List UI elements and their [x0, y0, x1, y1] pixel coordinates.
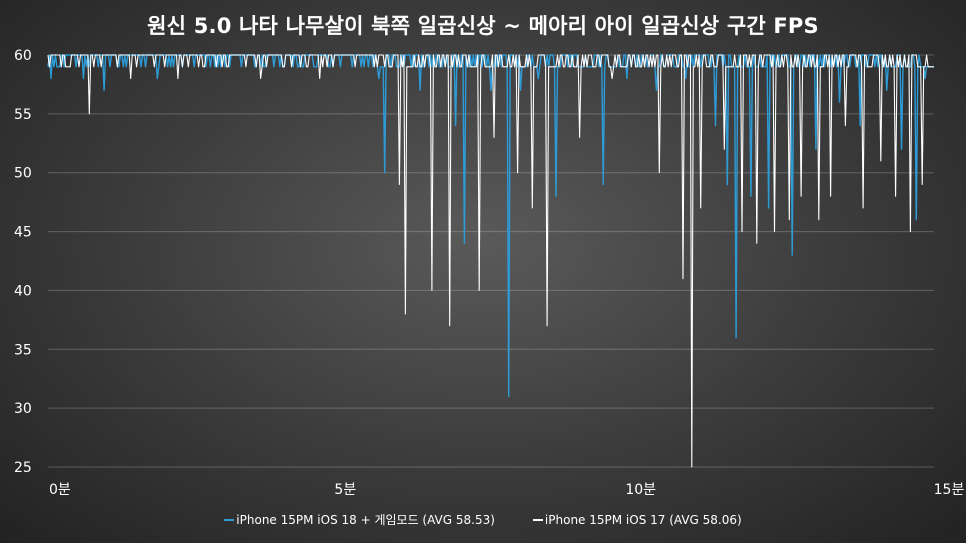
x-tick-label: 0분: [49, 482, 71, 498]
series-line-ios18: [47, 54, 934, 398]
legend-label-ios17: iPhone 15PM iOS 17 (AVG 58.06): [544, 512, 742, 527]
y-tick-label: 60: [14, 48, 32, 64]
legend-item-ios17: iPhone 15PM iOS 17 (AVG 58.06): [532, 511, 742, 528]
legend-swatch-ios18: [224, 518, 235, 521]
x-axis-ticks: 0분 5분 10분 15분: [49, 482, 964, 498]
y-tick-label: 35: [14, 342, 32, 358]
y-tick-label: 25: [14, 460, 32, 476]
legend-label-ios18: iPhone 15PM iOS 18 + 게임모드 (AVG 58.53): [236, 513, 495, 527]
series-line-ios17: [47, 54, 934, 468]
y-tick-label: 45: [14, 225, 32, 241]
x-tick-label: 10분: [625, 482, 656, 498]
y-tick-label: 50: [14, 166, 32, 182]
y-tick-label: 55: [14, 107, 32, 123]
legend-swatch-ios17: [532, 518, 543, 521]
legend-item-ios18: iPhone 15PM iOS 18 + 게임모드 (AVG 58.53): [224, 511, 495, 528]
x-tick-label: 5분: [334, 482, 356, 498]
y-tick-label: 30: [14, 401, 32, 417]
x-tick-label: 15분: [934, 482, 965, 498]
series-layer: [47, 54, 934, 468]
gridlines: [48, 54, 934, 468]
chart-title: 원신 5.0 나타 나무살이 북쪽 일곱신상 ~ 메아리 아이 일곱신상 구간 …: [147, 14, 819, 38]
y-tick-label: 40: [14, 283, 32, 299]
y-axis-ticks: 60 55 50 45 40 35 30 25: [14, 48, 32, 476]
legend: iPhone 15PM iOS 18 + 게임모드 (AVG 58.53) iP…: [0, 511, 966, 528]
